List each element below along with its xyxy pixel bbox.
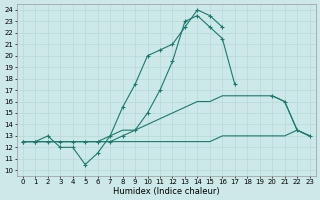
X-axis label: Humidex (Indice chaleur): Humidex (Indice chaleur) (113, 187, 220, 196)
